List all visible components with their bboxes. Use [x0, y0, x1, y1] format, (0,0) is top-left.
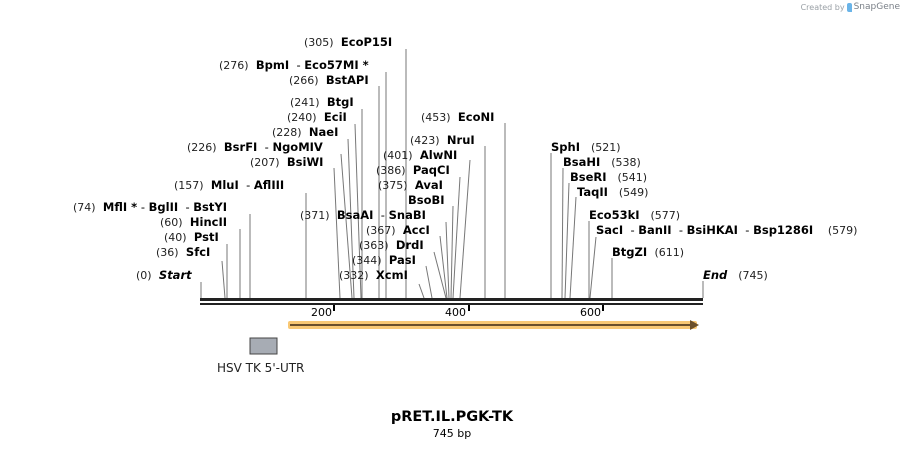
- site-drdi[interactable]: (363) DrdI: [359, 238, 424, 252]
- site-bsrfi-ngomiv[interactable]: (226) BsrFI - NgoMIV: [187, 140, 323, 154]
- site-bsahi[interactable]: BsaHI (538): [563, 155, 641, 169]
- site-bsobi[interactable]: BsoBI: [408, 193, 445, 207]
- site-acci[interactable]: (367) AccI: [366, 223, 430, 237]
- site-btgzi[interactable]: BtgZI (611): [612, 245, 685, 259]
- site-nrui[interactable]: (423) NruI: [410, 133, 475, 147]
- site-xcmi[interactable]: (332) XcmI: [339, 268, 408, 282]
- feature-label-hsv-tk-utr: HSV TK 5'-UTR: [217, 361, 305, 375]
- site-bsiwi[interactable]: (207) BsiWI: [250, 155, 324, 169]
- site-taqii[interactable]: TaqII (549): [577, 185, 649, 199]
- credit-brand: SnapGene: [853, 2, 900, 12]
- sequence-length: 745 bp: [432, 427, 472, 440]
- site-bsaai-snabi[interactable]: (371) BsaAI - SnaBI: [300, 208, 426, 222]
- site-paqci[interactable]: (386) PaqCI: [376, 163, 450, 177]
- ruler-tick-200: 200: [311, 306, 332, 319]
- site-bpmi-eco57mi[interactable]: (276) BpmI - Eco57MI *: [219, 58, 369, 72]
- hsv-tk-utr-feature-box: [249, 337, 278, 355]
- site-ecii[interactable]: (240) EciI: [287, 110, 347, 124]
- site-avai[interactable]: (375) AvaI: [378, 178, 443, 192]
- site-mlui-afliii[interactable]: (157) MluI - AflIII: [174, 178, 285, 192]
- site-naei[interactable]: (228) NaeI: [272, 125, 339, 139]
- site-econi[interactable]: (453) EcoNI: [421, 110, 495, 124]
- dna-backbone: [200, 298, 703, 305]
- ruler-tick-400: 400: [445, 306, 466, 319]
- sequence-title: pRET.IL.PGK-TK: [390, 409, 514, 425]
- feature-arrow: [288, 320, 699, 330]
- ruler-tick-600: 600: [580, 306, 601, 319]
- site-eco53ki[interactable]: Eco53kI (577): [589, 208, 681, 222]
- site-pasi[interactable]: (344) PasI: [352, 253, 416, 267]
- site-mfli-bglii-bstyi[interactable]: (74) MflI * - BglII - BstYI: [73, 200, 227, 214]
- site-psti[interactable]: (40) PstI: [164, 230, 219, 244]
- site-saci-banii-bsihkai-bsp1286i[interactable]: SacI - BanII - BsiHKAI - Bsp1286I (579): [596, 223, 858, 237]
- site-hincii[interactable]: (60) HincII: [160, 215, 228, 229]
- site-end: End (745): [703, 268, 768, 282]
- site-start: (0) Start: [136, 268, 192, 282]
- site-bstapi[interactable]: (266) BstAPI: [289, 73, 369, 87]
- snapgene-credit: Created by SnapGene: [801, 2, 900, 12]
- ruler-ticks: [333, 305, 604, 311]
- site-leader-lines: [200, 49, 704, 299]
- credit-prefix: Created by: [800, 2, 845, 12]
- site-bseri[interactable]: BseRI (541): [570, 170, 648, 184]
- site-btgi[interactable]: (241) BtgI: [290, 95, 354, 109]
- site-sphi[interactable]: SphI (521): [551, 140, 621, 154]
- snapgene-logo-icon: [846, 2, 852, 12]
- site-alwni[interactable]: (401) AlwNI: [383, 148, 458, 162]
- site-sfci[interactable]: (36) SfcI: [156, 245, 211, 259]
- site-ecop15i[interactable]: (305) EcoP15I: [304, 35, 393, 49]
